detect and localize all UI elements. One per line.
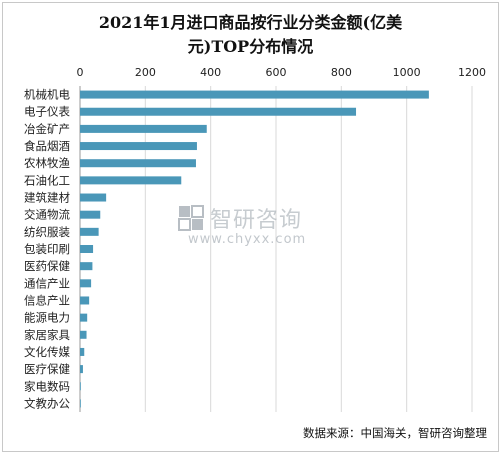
- chart-title-line1: 2021年1月进口商品按行业分类金额(亿美: [98, 13, 403, 32]
- category-label: 信息产业: [24, 293, 70, 307]
- category-label: 文化传媒: [24, 345, 70, 359]
- bar: [80, 365, 83, 374]
- bar: [80, 262, 93, 271]
- category-label: 机械机电: [24, 88, 70, 102]
- x-tick-label: 200: [135, 66, 156, 79]
- bar: [80, 210, 101, 219]
- x-tick-label: 1000: [393, 66, 421, 79]
- category-label: 石油化工: [24, 173, 70, 187]
- bar: [80, 124, 207, 133]
- x-tick-label: 800: [331, 66, 352, 79]
- watermark-logo-icon: [178, 205, 204, 231]
- bar: [80, 227, 99, 236]
- category-label: 家居家具: [24, 328, 70, 342]
- watermark-url: www.chyxx.com: [188, 232, 307, 247]
- bar: [80, 382, 81, 391]
- bar: [80, 245, 94, 253]
- watermark: 智研咨询: [178, 202, 302, 234]
- category-label: 建筑建材: [24, 191, 70, 205]
- category-label: 文教办公: [24, 396, 70, 410]
- category-label: 农林牧渔: [24, 156, 70, 170]
- category-label: 能源电力: [24, 311, 70, 325]
- bar: [80, 399, 81, 408]
- bar: [80, 107, 357, 116]
- bar: [80, 279, 92, 288]
- category-label: 电子仪表: [24, 105, 70, 119]
- watermark-name: 智研咨询: [210, 208, 303, 233]
- bar: [80, 347, 85, 356]
- bar: [80, 159, 196, 168]
- bar: [80, 176, 182, 185]
- bar: [80, 90, 429, 99]
- category-label: 纺织服装: [24, 225, 70, 239]
- x-tick-label: 400: [200, 66, 221, 79]
- category-label: 医疗保健: [24, 362, 70, 376]
- bar: [80, 142, 197, 151]
- category-label: 食品烟酒: [24, 139, 70, 153]
- category-label: 包装印刷: [24, 242, 70, 256]
- category-label: 冶金矿产: [24, 122, 70, 136]
- bar: [80, 330, 87, 339]
- x-tick-label: 600: [266, 66, 287, 79]
- bar: [80, 296, 90, 305]
- x-tick-label: 1200: [458, 66, 486, 79]
- bar: [80, 193, 107, 202]
- x-tick-label: 0: [77, 66, 84, 79]
- chart-title-line2: 元)TOP分布情况: [187, 37, 314, 56]
- bar: [80, 313, 88, 322]
- category-label: 通信产业: [24, 276, 70, 290]
- source-note: 数据来源：中国海关，智研咨询整理: [303, 426, 487, 440]
- category-label: 家电数码: [24, 379, 70, 393]
- category-label: 交通物流: [24, 208, 70, 222]
- category-label: 医药保健: [24, 259, 70, 273]
